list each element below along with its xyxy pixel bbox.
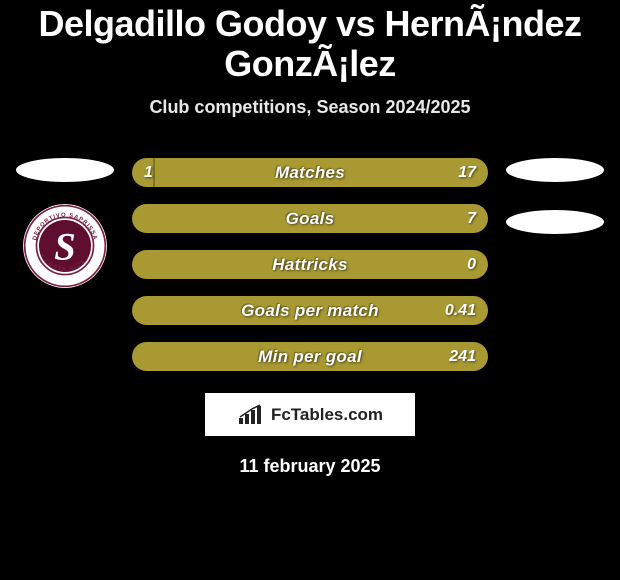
- stat-bar-goals-per-match: Goals per match 0.41: [132, 296, 488, 325]
- stat-right-value: 241: [449, 348, 476, 366]
- svg-text:S: S: [54, 227, 75, 269]
- stat-label: Matches: [275, 163, 345, 183]
- brand-bars-icon: [237, 404, 265, 426]
- content-row: S DEPORTIVO SAPRISSA • COSTA RICA • 1 Ma…: [0, 158, 620, 371]
- stats-column: 1 Matches 17 Goals 7 Hattricks 0 Goals p…: [120, 158, 500, 371]
- brand-tld: .com: [343, 405, 383, 424]
- right-team-ellipse-2: [506, 210, 604, 234]
- stat-label: Hattricks: [272, 255, 347, 275]
- stat-right-value: 0: [467, 256, 476, 274]
- left-team-crest-icon: S DEPORTIVO SAPRISSA • COSTA RICA •: [23, 204, 107, 288]
- stat-label: Goals per match: [241, 301, 379, 321]
- right-team-ellipse-1: [506, 158, 604, 182]
- stat-right-value: 7: [467, 210, 476, 228]
- stat-label: Min per goal: [258, 347, 362, 367]
- infographic-root: Delgadillo Godoy vs HernÃ¡ndez GonzÃ¡lez…: [0, 0, 620, 477]
- stat-label: Goals: [286, 209, 335, 229]
- brand-box: FcTables.com: [205, 393, 415, 436]
- stat-right-value: 0.41: [445, 302, 476, 320]
- brand-name: FcTables: [271, 405, 343, 424]
- right-team-col: [500, 158, 610, 234]
- stat-right-value: 17: [458, 164, 476, 182]
- stat-bar-matches: 1 Matches 17: [132, 158, 488, 187]
- date-text: 11 february 2025: [0, 456, 620, 477]
- left-team-ellipse: [16, 158, 114, 182]
- left-team-col: S DEPORTIVO SAPRISSA • COSTA RICA •: [10, 158, 120, 288]
- stat-bar-hattricks: Hattricks 0: [132, 250, 488, 279]
- stat-left-value: 1: [144, 164, 153, 182]
- brand-text: FcTables.com: [271, 405, 383, 425]
- stat-bar-goals: Goals 7: [132, 204, 488, 233]
- page-subtitle: Club competitions, Season 2024/2025: [0, 97, 620, 118]
- stat-bar-min-per-goal: Min per goal 241: [132, 342, 488, 371]
- page-title: Delgadillo Godoy vs HernÃ¡ndez GonzÃ¡lez: [0, 4, 620, 83]
